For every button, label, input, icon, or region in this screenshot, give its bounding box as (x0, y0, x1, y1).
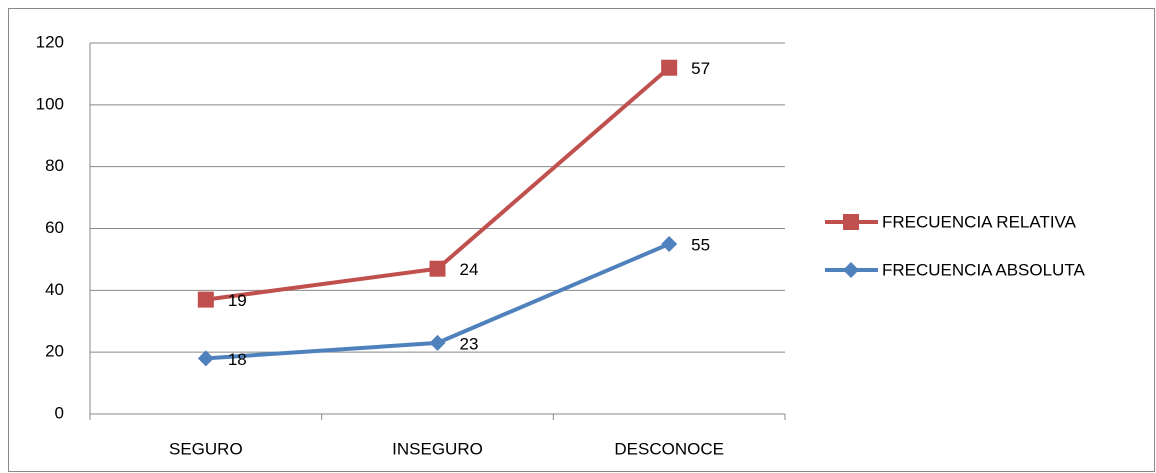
x-tick-label: SEGURO (169, 439, 243, 458)
y-tick-label: 120 (36, 32, 64, 51)
y-tick-label: 100 (36, 94, 64, 113)
marker (661, 59, 678, 76)
marker (843, 262, 859, 278)
data-label: 24 (460, 260, 479, 279)
chart-border (8, 8, 1155, 472)
marker (197, 350, 214, 367)
y-tick-label: 80 (45, 156, 64, 175)
x-tick-label: INSEGURO (392, 439, 483, 458)
data-label: 55 (691, 235, 710, 254)
marker (843, 214, 859, 230)
data-label: 19 (228, 291, 247, 310)
data-label: 57 (691, 59, 710, 78)
data-label: 18 (228, 350, 247, 369)
marker (661, 235, 678, 252)
legend-label: FRECUENCIA RELATIVA (882, 212, 1077, 231)
marker (429, 334, 446, 351)
y-tick-label: 40 (45, 280, 64, 299)
legend-label: FRECUENCIA ABSOLUTA (882, 260, 1085, 279)
marker (429, 260, 446, 277)
data-label: 23 (460, 334, 479, 353)
y-tick-label: 20 (45, 342, 64, 361)
x-tick-label: DESCONOCE (614, 439, 724, 458)
y-tick-label: 60 (45, 218, 64, 237)
marker (197, 291, 214, 308)
y-tick-label: 0 (55, 403, 64, 422)
